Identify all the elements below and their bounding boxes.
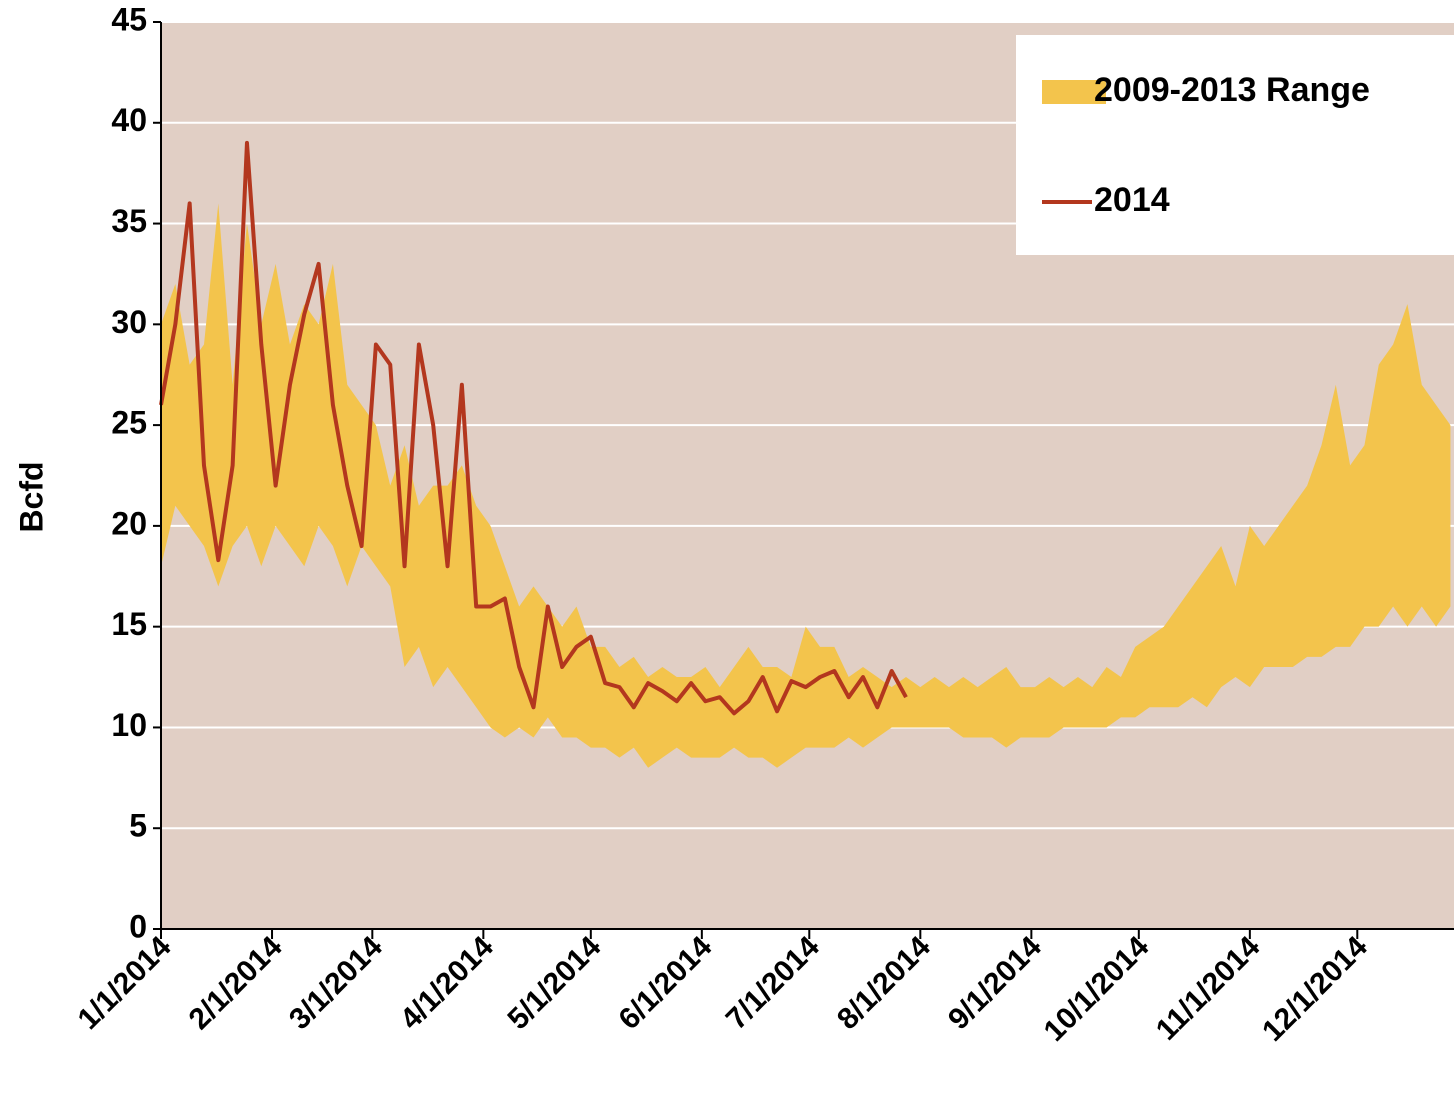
y-tick-label: 20	[111, 505, 147, 541]
y-tick-label: 15	[111, 606, 147, 642]
x-tick-label: 8/1/2014	[831, 930, 937, 1036]
y-tick-label: 40	[111, 102, 147, 138]
legend-box	[1016, 35, 1454, 255]
x-tick-label: 10/1/2014	[1038, 930, 1156, 1048]
x-tick-label: 6/1/2014	[612, 930, 718, 1036]
series-line	[159, 140, 908, 716]
x-tick-label: 9/1/2014	[942, 930, 1048, 1036]
x-tick-label: 12/1/2014	[1256, 930, 1374, 1048]
x-tick-label: 3/1/2014	[283, 930, 389, 1036]
y-axis-title: Bcfd	[13, 461, 49, 532]
legend-label: 2014	[1094, 181, 1170, 219]
x-tick-label: 11/1/2014	[1150, 930, 1267, 1047]
y-tick-label: 5	[129, 808, 147, 844]
x-tick-label: 5/1/2014	[501, 930, 607, 1036]
y-tick-label: 25	[111, 405, 147, 441]
y-tick-label: 30	[111, 304, 147, 340]
x-tick-label: 7/1/2014	[720, 930, 826, 1036]
x-tick-label: 2/1/2014	[183, 930, 289, 1036]
legend-swatch	[1042, 80, 1106, 104]
legend-label: 2009-2013 Range	[1094, 71, 1370, 109]
x-tick-label: 4/1/2014	[394, 930, 500, 1036]
y-tick-label: 10	[111, 707, 147, 743]
y-tick-label: 0	[129, 908, 147, 944]
y-tick-label: 45	[111, 1, 147, 37]
x-tick-label: 1/1/2014	[72, 930, 178, 1036]
y-tick-label: 35	[111, 203, 147, 239]
range-area	[161, 203, 1451, 768]
